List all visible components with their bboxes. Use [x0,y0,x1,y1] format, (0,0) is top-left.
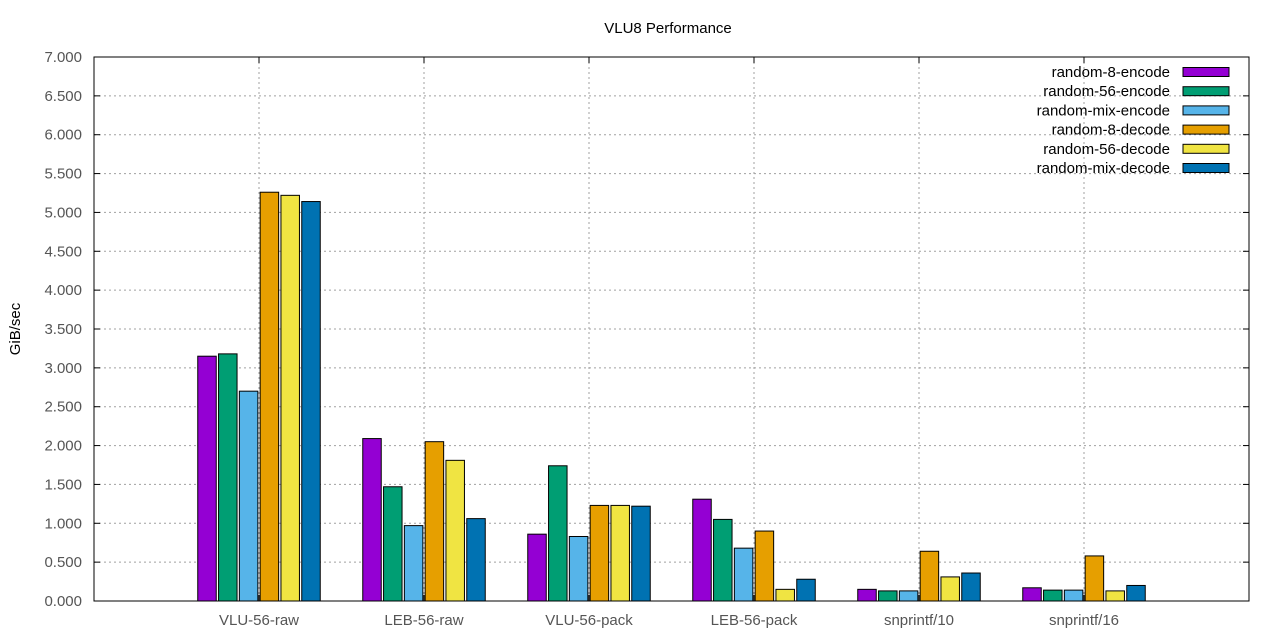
bar-random-8-decode-snprintf-10 [919,550,940,602]
chart-title: VLU8 Performance [604,20,732,37]
x-tick-label: LEB-56-raw [384,612,463,629]
x-tick-label: snprintf/10 [884,612,954,629]
legend-label: random-8-encode [1052,64,1170,81]
x-tick-label: VLU-56-pack [545,612,633,629]
bar-random-56-decode-leb-56-pack [775,588,795,602]
y-tick-label: 6.000 [44,127,82,144]
bar-random-8-decode-vlu-56-pack [589,504,610,602]
bar-random-mix-encode-leb-56-raw [403,525,424,602]
legend-label: random-8-decode [1052,122,1170,139]
y-tick-label: 1.500 [44,476,82,493]
bar-random-mix-encode-vlu-56-pack [568,535,589,602]
legend-swatch [1182,105,1230,116]
bar-random-56-encode-snprintf-10 [878,590,898,602]
x-ticks: VLU-56-raw LEB-56-raw VLU-56-pack LEB-56-pa… [219,57,1119,629]
bar-random-8-encode-leb-56-pack [692,498,712,602]
bar-random-mix-decode-snprintf-16 [1126,584,1146,602]
y-tick-label: 4.500 [44,243,82,260]
bar-random-mix-encode-snprintf-16 [1063,589,1084,602]
bar-random-8-decode-leb-56-pack [754,530,775,602]
bar-random-mix-decode-leb-56-raw [466,518,486,602]
y-ticks: 0.000 0.500 1.000 1.500 2.000 2.500 3.000 3.500… [44,49,1249,610]
bar-random-8-encode-leb-56-raw [362,438,382,602]
y-axis-label: GiB/sec [7,302,24,355]
y-tick-label: 1.000 [44,515,82,532]
y-tick-label: 5.000 [44,204,82,221]
bar-random-56-encode-vlu-56-raw [218,353,238,602]
y-tick-label: 3.500 [44,321,82,338]
bar-random-8-encode-snprintf-16 [1022,587,1042,602]
bar-random-8-encode-snprintf-10 [857,588,877,602]
y-tick-label: 3.000 [44,360,82,377]
bar-random-56-decode-snprintf-16 [1105,590,1125,602]
y-tick-label: 2.000 [44,438,82,455]
plot-frame [93,56,1250,602]
y-tick-label: 5.500 [44,166,82,183]
bar-random-8-encode-vlu-56-raw [197,355,217,602]
legend: random-8-encode random-56-encode random-mi… [1037,64,1230,177]
legend-swatch [1182,86,1230,97]
bar-random-56-encode-leb-56-pack [713,518,733,602]
y-tick-label: 0.000 [44,593,82,610]
bar-random-mix-decode-snprintf-10 [961,572,981,602]
y-tick-label: 2.500 [44,399,82,416]
legend-swatch [1182,67,1230,77]
legend-swatch [1182,143,1230,154]
bar-random-8-decode-vlu-56-raw [259,191,280,602]
bar-random-mix-encode-leb-56-pack [733,547,754,602]
legend-label: random-mix-encode [1037,102,1170,119]
x-tick-label: snprintf/16 [1049,612,1119,629]
legend-swatch [1182,124,1230,135]
bar-random-8-decode-snprintf-16 [1084,555,1105,602]
x-tick-label: VLU-56-raw [219,612,299,629]
legend-label: random-mix-decode [1037,160,1170,177]
bar-random-56-encode-vlu-56-pack [548,465,568,602]
y-tick-label: 0.500 [44,554,82,571]
y-tick-label: 4.000 [44,282,82,299]
x-tick-label: LEB-56-pack [711,612,798,629]
y-tick-label: 6.500 [44,88,82,105]
bar-random-mix-decode-leb-56-pack [796,578,816,602]
bar-random-56-encode-leb-56-raw [383,486,403,602]
grid [94,57,1249,601]
bar-random-56-decode-leb-56-raw [445,459,465,602]
legend-swatch [1182,163,1230,173]
bar-random-56-encode-snprintf-16 [1043,589,1063,602]
y-tick-label: 7.000 [44,49,82,66]
bar-random-56-decode-vlu-56-pack [610,504,630,602]
bar-random-8-encode-vlu-56-pack [527,533,547,602]
bar-random-mix-encode-snprintf-10 [898,590,919,602]
bar-random-56-decode-snprintf-10 [940,576,960,602]
bar-random-8-decode-leb-56-raw [424,441,445,602]
bar-random-56-decode-vlu-56-raw [280,194,300,602]
legend-label: random-56-decode [1043,141,1170,158]
bar-random-mix-decode-vlu-56-pack [631,505,651,602]
legend-label: random-56-encode [1043,83,1170,100]
bar-random-mix-encode-vlu-56-raw [238,390,259,602]
bar-random-mix-decode-vlu-56-raw [301,201,321,602]
